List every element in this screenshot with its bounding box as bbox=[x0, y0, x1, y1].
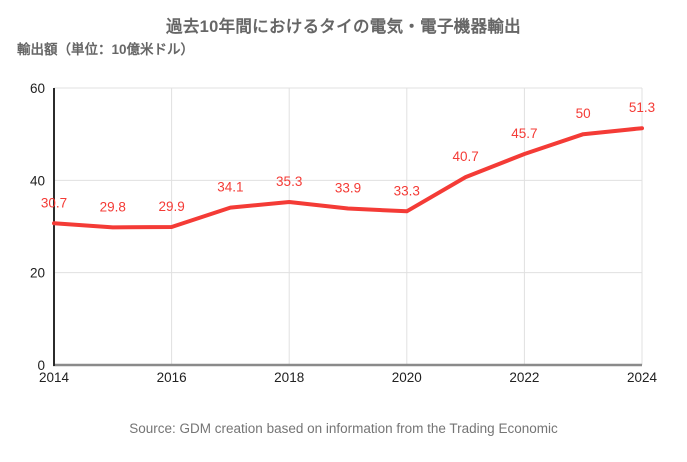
data-label: 40.7 bbox=[452, 149, 478, 164]
data-label: 29.8 bbox=[100, 199, 126, 214]
data-label: 33.3 bbox=[394, 183, 420, 198]
chart-title: 過去10年間におけるタイの電気・電子機器輸出 bbox=[166, 18, 521, 36]
x-tick-label: 2014 bbox=[39, 370, 70, 385]
y-axis-unit-label: 輸出額（単位：10億米ドル） bbox=[17, 42, 195, 57]
y-tick-label: 60 bbox=[30, 81, 45, 96]
data-label: 51.3 bbox=[629, 100, 655, 115]
y-tick-label: 40 bbox=[30, 173, 45, 188]
y-tick-label: 20 bbox=[30, 266, 45, 281]
data-label: 50 bbox=[576, 106, 591, 121]
source-note: Source: GDM creation based on informatio… bbox=[129, 421, 558, 436]
data-label: 34.1 bbox=[217, 180, 243, 195]
x-tick-label: 2018 bbox=[274, 370, 304, 385]
data-label: 45.7 bbox=[511, 126, 537, 141]
x-tick-label: 2022 bbox=[509, 370, 539, 385]
x-tick-label: 2024 bbox=[627, 370, 658, 385]
data-label: 35.3 bbox=[276, 174, 302, 189]
x-tick-label: 2020 bbox=[392, 370, 422, 385]
data-label: 29.9 bbox=[158, 199, 184, 214]
data-label: 33.9 bbox=[335, 180, 361, 195]
x-tick-label: 2016 bbox=[157, 370, 187, 385]
data-label: 30.7 bbox=[41, 195, 67, 210]
y-tick-label: 0 bbox=[37, 358, 45, 373]
line-chart: 0 20 40 60 2014 2016 2018 2020 2022 2024 30.7 29.8 2… bbox=[30, 81, 658, 385]
data-line bbox=[52, 126, 644, 230]
